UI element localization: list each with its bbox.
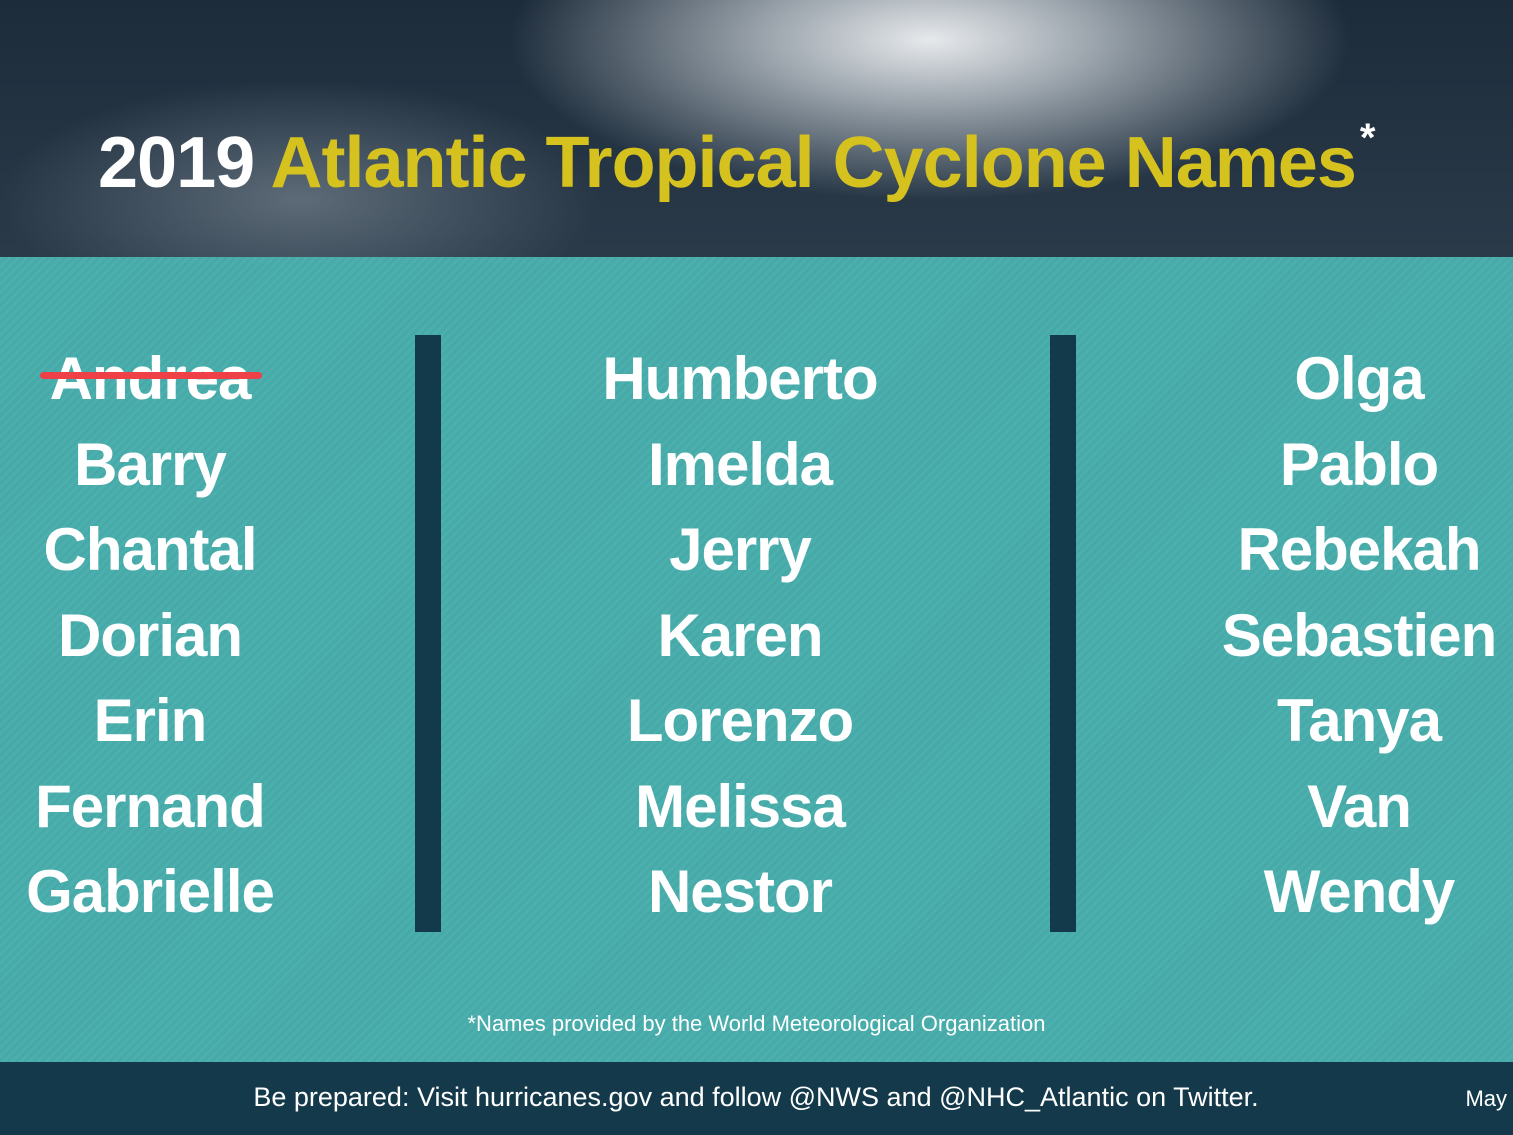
page-title: 2019 Atlantic Tropical Cyclone Names: [98, 118, 1357, 208]
names-column-3: Olga Pablo Rebekah Sebastien Tanya Van W…: [1209, 336, 1509, 935]
name-item: Karen: [657, 601, 823, 669]
name-item: Sebastien: [1221, 601, 1497, 669]
footnote: *Names provided by the World Meteorologi…: [467, 1011, 1046, 1036]
column-divider: [415, 335, 441, 932]
satellite-header-image: [0, 0, 1513, 257]
title-year: 2019: [98, 123, 255, 203]
name-item: Imelda: [647, 430, 833, 498]
name-item: Chantal: [43, 516, 257, 583]
footer-date: May: [1465, 1086, 1507, 1111]
name-item: Humberto: [602, 345, 878, 412]
title-text: Atlantic Tropical Cyclone Names: [270, 123, 1357, 203]
name-item: Tanya: [1277, 687, 1442, 754]
footer-message: Be prepared: Visit hurricanes.gov and fo…: [253, 1082, 1259, 1112]
strikethrough-mark: [40, 372, 262, 379]
name-item: Melissa: [635, 772, 846, 840]
name-item: Fernand: [35, 772, 266, 840]
name-item: Wendy: [1263, 858, 1456, 925]
name-item: Nestor: [647, 858, 833, 925]
name-item: Olga: [1294, 345, 1424, 412]
name-item: Van: [1307, 772, 1412, 840]
name-item: Gabrielle: [26, 858, 275, 925]
names-column-1: Andrea Barry Chantal Dorian Erin Fernand…: [0, 336, 300, 935]
name-item: Rebekah: [1237, 516, 1481, 583]
title-asterisk: *: [1359, 116, 1376, 160]
name-item: Erin: [93, 687, 208, 754]
footer-bar: Be prepared: Visit hurricanes.gov and fo…: [0, 1062, 1513, 1135]
name-item: Jerry: [669, 516, 812, 583]
name-item: Pablo: [1279, 430, 1439, 498]
name-item: Dorian: [57, 601, 243, 669]
title-row: 2019 Atlantic Tropical Cyclone Names *: [98, 118, 1508, 208]
name-item: Lorenzo: [626, 687, 854, 754]
column-divider: [1050, 335, 1076, 932]
names-panel: [0, 257, 1513, 1062]
names-column-2: Humberto Imelda Jerry Karen Lorenzo Meli…: [540, 336, 940, 935]
name-item: Barry: [74, 430, 227, 498]
